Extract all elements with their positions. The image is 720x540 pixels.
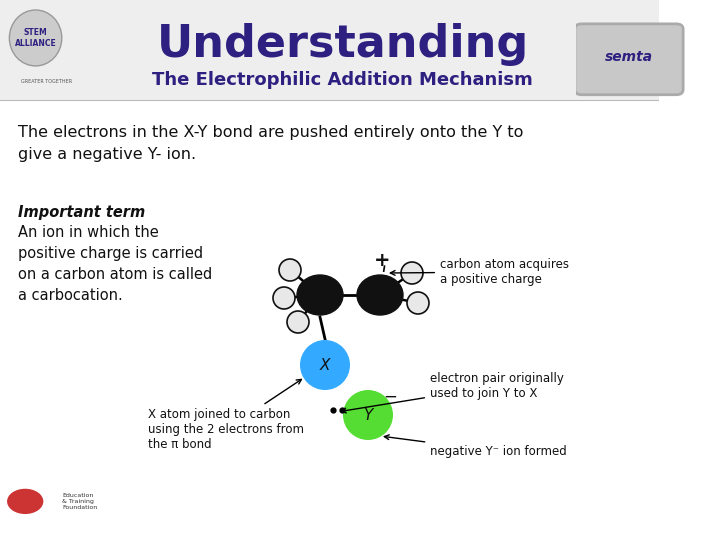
Text: negative Y⁻ ion formed: negative Y⁻ ion formed [384,435,567,458]
Text: semta: semta [605,50,653,64]
Circle shape [407,292,429,314]
Ellipse shape [357,275,403,315]
Text: Y: Y [364,408,373,422]
Text: Education
& Training
Foundation: Education & Training Foundation [63,493,98,510]
Circle shape [7,489,43,514]
Circle shape [343,390,393,440]
Ellipse shape [297,275,343,315]
Text: +: + [374,251,390,269]
Circle shape [9,10,62,66]
Text: Important term: Important term [18,205,145,220]
Text: The electrons in the X-Y bond are pushed entirely onto the Y to
give a negative : The electrons in the X-Y bond are pushed… [18,125,523,161]
Text: STEM
ALLIANCE: STEM ALLIANCE [14,28,56,48]
Circle shape [300,340,350,390]
Circle shape [279,259,301,281]
FancyBboxPatch shape [575,24,683,94]
Circle shape [287,311,309,333]
Text: An ion in which the
positive charge is carried
on a carbon atom is called
a carb: An ion in which the positive charge is c… [18,225,212,303]
Text: X: X [320,357,330,373]
Circle shape [401,262,423,284]
Text: X atom joined to carbon
using the 2 electrons from
the π bond: X atom joined to carbon using the 2 elec… [148,380,304,451]
Text: Understanding: Understanding [156,23,528,65]
Text: electron pair originally
used to join Y to X: electron pair originally used to join Y … [341,372,564,413]
Bar [0,0,659,100]
Circle shape [273,287,295,309]
Text: carbon atom acquires
a positive charge: carbon atom acquires a positive charge [390,258,569,286]
Text: The Electrophilic Addition Mechanism: The Electrophilic Addition Mechanism [152,71,533,89]
Text: −: − [383,388,397,406]
Text: GREATER TOGETHER: GREATER TOGETHER [21,79,73,84]
